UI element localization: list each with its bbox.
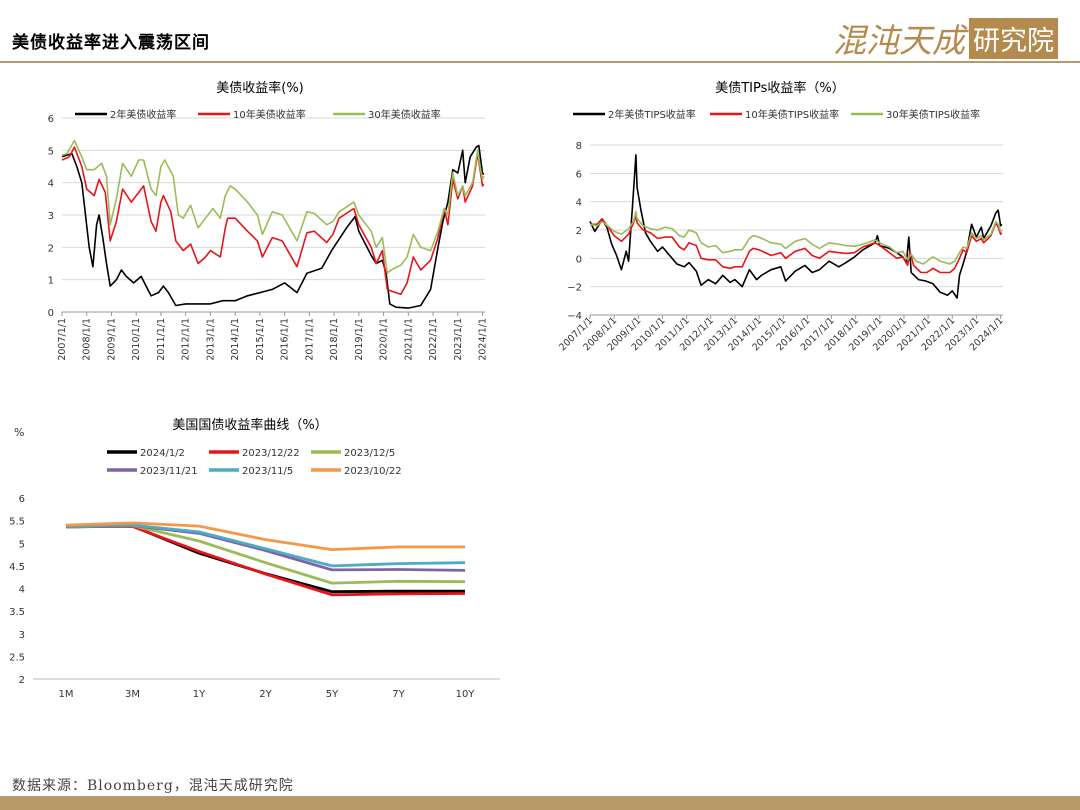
- chart-nominal: 0 1 2 3 4 5 6 2007/1/1 2008/1/1 2009/1/1 2010/1/1 2…: [48, 108, 489, 361]
- series-line-1: [66, 525, 466, 597]
- y-tick-label: 4: [19, 585, 25, 596]
- y-tick-label: 3: [19, 630, 25, 641]
- x-tick-label: 2019/1/1: [354, 318, 365, 361]
- x-tick-label: 2015/1/1: [255, 318, 266, 361]
- series-line-2: [589, 210, 1003, 265]
- series-line-1: [61, 146, 485, 295]
- x-tick-label: 2020/1/1: [379, 318, 390, 361]
- x-tick-label: 1M: [59, 689, 74, 700]
- legend-label-1: 10年美债收益率: [233, 108, 306, 121]
- x-tick-label: 2017/1/1: [304, 318, 315, 361]
- legend-label-4: 2023/11/5: [242, 466, 293, 477]
- x-tick-label: 2010/1/1: [131, 318, 142, 361]
- x-tick-label: 3M: [125, 689, 140, 700]
- y-tick-label: 5: [48, 146, 54, 157]
- chart-title-tips: 美债TIPs收益率（%）: [715, 81, 845, 96]
- x-tick-label: 2007/1/1: [57, 318, 68, 361]
- series-line-2: [61, 139, 485, 274]
- legend-label-0: 2年美债收益率: [110, 108, 176, 121]
- chart-curve: % 2 2.5 3 3.5 4 4.5 5 5.5 6 1M 3M 1Y 2Y 5Y 7Y 10Y 2024/1/…: [9, 426, 500, 700]
- y-tick-label: 0: [576, 254, 582, 265]
- y-tick-label: 2: [576, 226, 582, 237]
- y-tick-label: −4: [567, 311, 582, 322]
- legend-label-2: 2023/12/5: [344, 448, 395, 459]
- legend-label-5: 2023/10/22: [344, 466, 402, 477]
- y-tick-label: 5.5: [9, 517, 25, 528]
- footer-bar: [0, 796, 1080, 810]
- chart-title-nominal: 美债收益率(%): [216, 81, 304, 96]
- x-tick-label: 2018/1/1: [329, 318, 340, 361]
- y-tick-label: 6: [19, 494, 25, 505]
- legend-label-2: 30年美债TIPS收益率: [886, 108, 980, 121]
- legend-label-0: 2024/1/2: [140, 448, 185, 459]
- legend-label-2: 30年美债收益率: [368, 108, 441, 121]
- y-tick-label: −2: [567, 283, 582, 294]
- legend-label-1: 2023/12/22: [242, 448, 300, 459]
- logo-box: 研究院: [969, 17, 1058, 59]
- x-tick-label: 2023/1/1: [453, 318, 464, 361]
- x-tick-label: 2009/1/1: [106, 318, 117, 361]
- series-line-1: [590, 215, 1003, 274]
- legend-label-0: 2年美债TIPS收益率: [608, 108, 696, 121]
- y-tick-label: 4.5: [9, 562, 25, 573]
- y-tick-label: 2: [48, 243, 54, 254]
- x-tick-label: 2014/1/1: [230, 318, 241, 361]
- x-tick-label: 10Y: [456, 689, 476, 700]
- x-tick-label: 2016/1/1: [280, 318, 291, 361]
- header-rule: [0, 61, 1080, 63]
- y-tick-label: 1: [48, 276, 54, 287]
- x-tick-label: 2012/1/1: [181, 318, 192, 361]
- x-tick-label: 2022/1/1: [428, 318, 439, 361]
- x-tick-label: 5Y: [326, 689, 339, 700]
- y-tick-label: 4: [48, 179, 54, 190]
- x-tick-label: 7Y: [392, 689, 405, 700]
- y-tick-label: 2.5: [9, 652, 25, 663]
- y-tick-label: 5: [19, 539, 25, 550]
- series-line-5: [65, 521, 465, 551]
- page-title: 美债收益率进入震荡区间: [12, 33, 210, 53]
- y-tick-label: 6: [576, 169, 582, 180]
- logo-text: 混沌天成: [833, 21, 965, 60]
- series-line-4: [65, 523, 466, 568]
- x-tick-label: 2024/1/1: [478, 318, 489, 361]
- legend-label-1: 10年美债TIPS收益率: [745, 108, 839, 121]
- source-note: 数据来源：Bloomberg，混沌天成研究院: [12, 778, 294, 794]
- y-tick-label: 8: [576, 141, 582, 152]
- x-tick-label: 2021/1/1: [403, 318, 414, 361]
- y-tick-label: 6: [48, 114, 54, 125]
- x-tick-label: 2008/1/1: [82, 318, 93, 361]
- y-axis-label: %: [14, 426, 24, 439]
- x-tick-label: 2011/1/1: [156, 318, 167, 361]
- series-line-0: [61, 144, 485, 309]
- logo: 混沌天成 研究院: [833, 14, 1058, 62]
- chart-title-curve: 美国国债收益率曲线（%）: [172, 418, 328, 433]
- series-line-0: [589, 154, 1003, 299]
- chart-tips: −4−2024682007/1/12008/1/12009/1/12010/1/…: [557, 108, 1006, 353]
- y-tick-label: 0: [48, 308, 54, 319]
- legend-label-3: 2023/11/21: [140, 466, 198, 477]
- y-tick-label: 3: [48, 211, 54, 222]
- x-tick-label: 2013/1/1: [205, 318, 216, 361]
- y-tick-label: 3.5: [9, 607, 25, 618]
- y-tick-label: 4: [576, 198, 582, 209]
- x-tick-label: 2Y: [259, 689, 272, 700]
- y-tick-label: 2: [19, 675, 25, 686]
- x-tick-label: 1Y: [193, 689, 206, 700]
